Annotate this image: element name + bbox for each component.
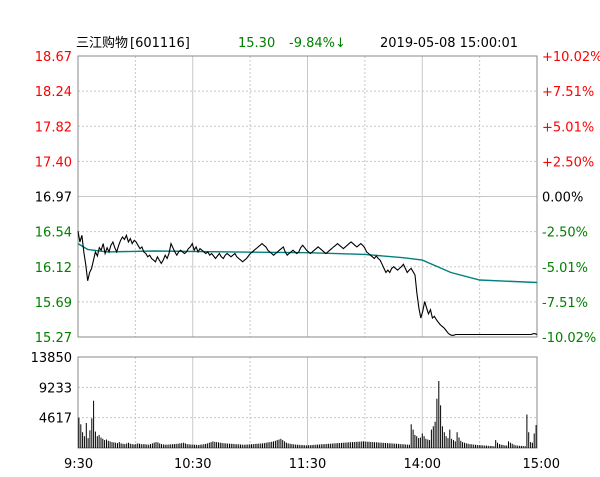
price-line: [77, 231, 538, 336]
percent-tick-label: -2.50%: [542, 226, 588, 241]
percent-tick-label: +2.50%: [542, 155, 594, 170]
current-price: 15.30: [238, 36, 276, 51]
volume-bars: [78, 381, 537, 448]
percent-tick-label: +5.01%: [542, 120, 594, 135]
price-tick-label: 18.67: [35, 50, 72, 65]
percent-tick-label: -7.51%: [542, 296, 588, 311]
price-tick-label: 16.12: [35, 261, 72, 276]
price-axis-labels: 18.67 18.24 17.82 17.40 16.97 16.54 16.12 15.69…: [35, 50, 72, 346]
volume-tick-label: 4617: [39, 412, 72, 427]
volume-tick-label: 9233: [39, 381, 72, 396]
price-tick-label: 18.24: [35, 85, 72, 100]
stock-name: 三江购物: [76, 36, 129, 51]
timestamp: 2019-05-08 15:00:01: [380, 36, 519, 51]
time-tick-label: 11:30: [289, 457, 326, 472]
stock-code: [601116]: [130, 36, 190, 51]
time-tick-label: 14:00: [404, 457, 441, 472]
price-change: -9.84%↓: [289, 36, 346, 52]
time-tick-label: 15:00: [523, 457, 560, 472]
volume-panel-frame: [77, 356, 538, 449]
price-line-group: [77, 231, 538, 336]
plot-frame: [77, 55, 538, 449]
volume-axis-labels: 13850 9233 4617: [31, 351, 72, 427]
percent-tick-label: 0.00%: [542, 191, 583, 206]
grid: [78, 55, 537, 448]
volume-tick-label: 13850: [31, 351, 72, 366]
percent-axis-labels: +10.02% +7.51% +5.01% +2.50% 0.00% -2.50% -5.0…: [542, 50, 600, 346]
price-tick-label: 17.40: [35, 155, 72, 170]
price-tick-label: 16.54: [35, 226, 72, 241]
time-tick-label: 10:30: [174, 457, 211, 472]
down-arrow-icon: ↓: [335, 36, 346, 51]
change-percent: -9.84%: [289, 36, 335, 51]
average-line-group: [77, 243, 538, 284]
percent-tick-label: -5.01%: [542, 261, 588, 276]
percent-tick-label: -10.02%: [542, 331, 596, 346]
time-tick-label: 9:30: [64, 457, 93, 472]
time-axis-labels: 9:30 10:30 11:30 14:00 15:00: [64, 457, 560, 472]
price-tick-label: 15.69: [35, 296, 72, 311]
price-panel-frame: [77, 55, 538, 338]
stock-title: 三江购物 [601116]: [76, 36, 190, 52]
price-tick-label: 16.97: [35, 191, 72, 206]
percent-tick-label: +10.02%: [542, 50, 600, 65]
price-tick-label: 17.82: [35, 120, 72, 135]
average-price-line: [77, 243, 538, 284]
percent-tick-label: +7.51%: [542, 85, 594, 100]
price-tick-label: 15.27: [35, 331, 72, 346]
